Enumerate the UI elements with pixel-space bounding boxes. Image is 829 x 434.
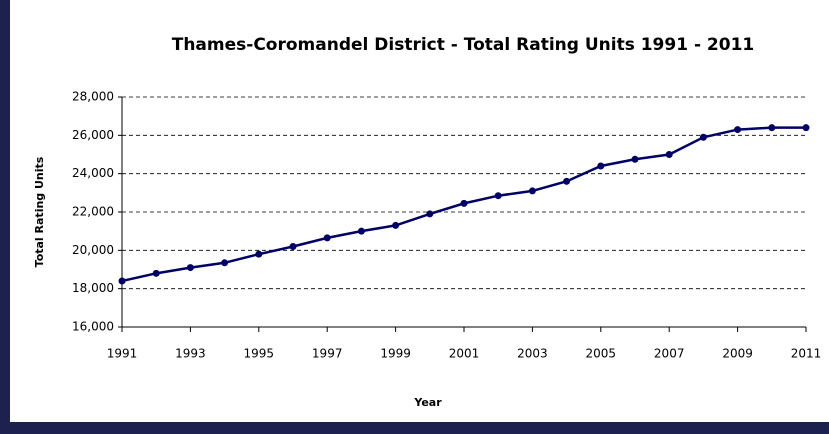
point (597, 162, 605, 170)
point (528, 187, 536, 195)
x-tick-label: 1999 (380, 347, 411, 361)
x-tick-label: 2001 (449, 347, 480, 361)
y-tick-label: 20,000 (72, 243, 114, 257)
point (665, 151, 673, 158)
x-tick-label: 2011 (791, 347, 822, 361)
point (699, 133, 707, 141)
x-tick-label: 2009 (722, 347, 753, 361)
point (802, 124, 810, 132)
x-tick-label: 1993 (175, 347, 206, 361)
x-tick-label: 1997 (312, 347, 343, 361)
x-tick-label: 2007 (654, 347, 685, 361)
point (289, 243, 297, 250)
point (460, 199, 468, 207)
point (357, 227, 365, 235)
y-tick-label: 22,000 (72, 205, 114, 219)
x-axis-label: Year (413, 396, 442, 409)
point (494, 192, 502, 200)
panel (10, 0, 829, 422)
x-tick-label: 2005 (586, 347, 617, 361)
y-tick-label: 16,000 (72, 320, 114, 334)
y-tick-label: 28,000 (72, 90, 114, 104)
y-tick-label: 18,000 (72, 281, 114, 295)
point (563, 177, 571, 185)
point (186, 264, 194, 272)
point (323, 234, 331, 242)
y-tick-label: 24,000 (72, 166, 114, 180)
chart-title: Thames-Coromandel District - Total Ratin… (172, 35, 755, 55)
point (734, 126, 742, 134)
y-tick-label: 26,000 (72, 128, 114, 142)
point (118, 277, 126, 285)
y-axis-label: Total Rating Units (33, 156, 46, 267)
point (768, 124, 776, 132)
point (631, 155, 639, 163)
point (426, 210, 434, 218)
x-tick-label: 1991 (107, 347, 138, 361)
point (152, 269, 160, 277)
x-tick-label: 1995 (244, 347, 275, 361)
point (255, 250, 263, 258)
point (392, 221, 400, 229)
x-tick-label: 2003 (517, 347, 548, 361)
point (221, 259, 229, 267)
